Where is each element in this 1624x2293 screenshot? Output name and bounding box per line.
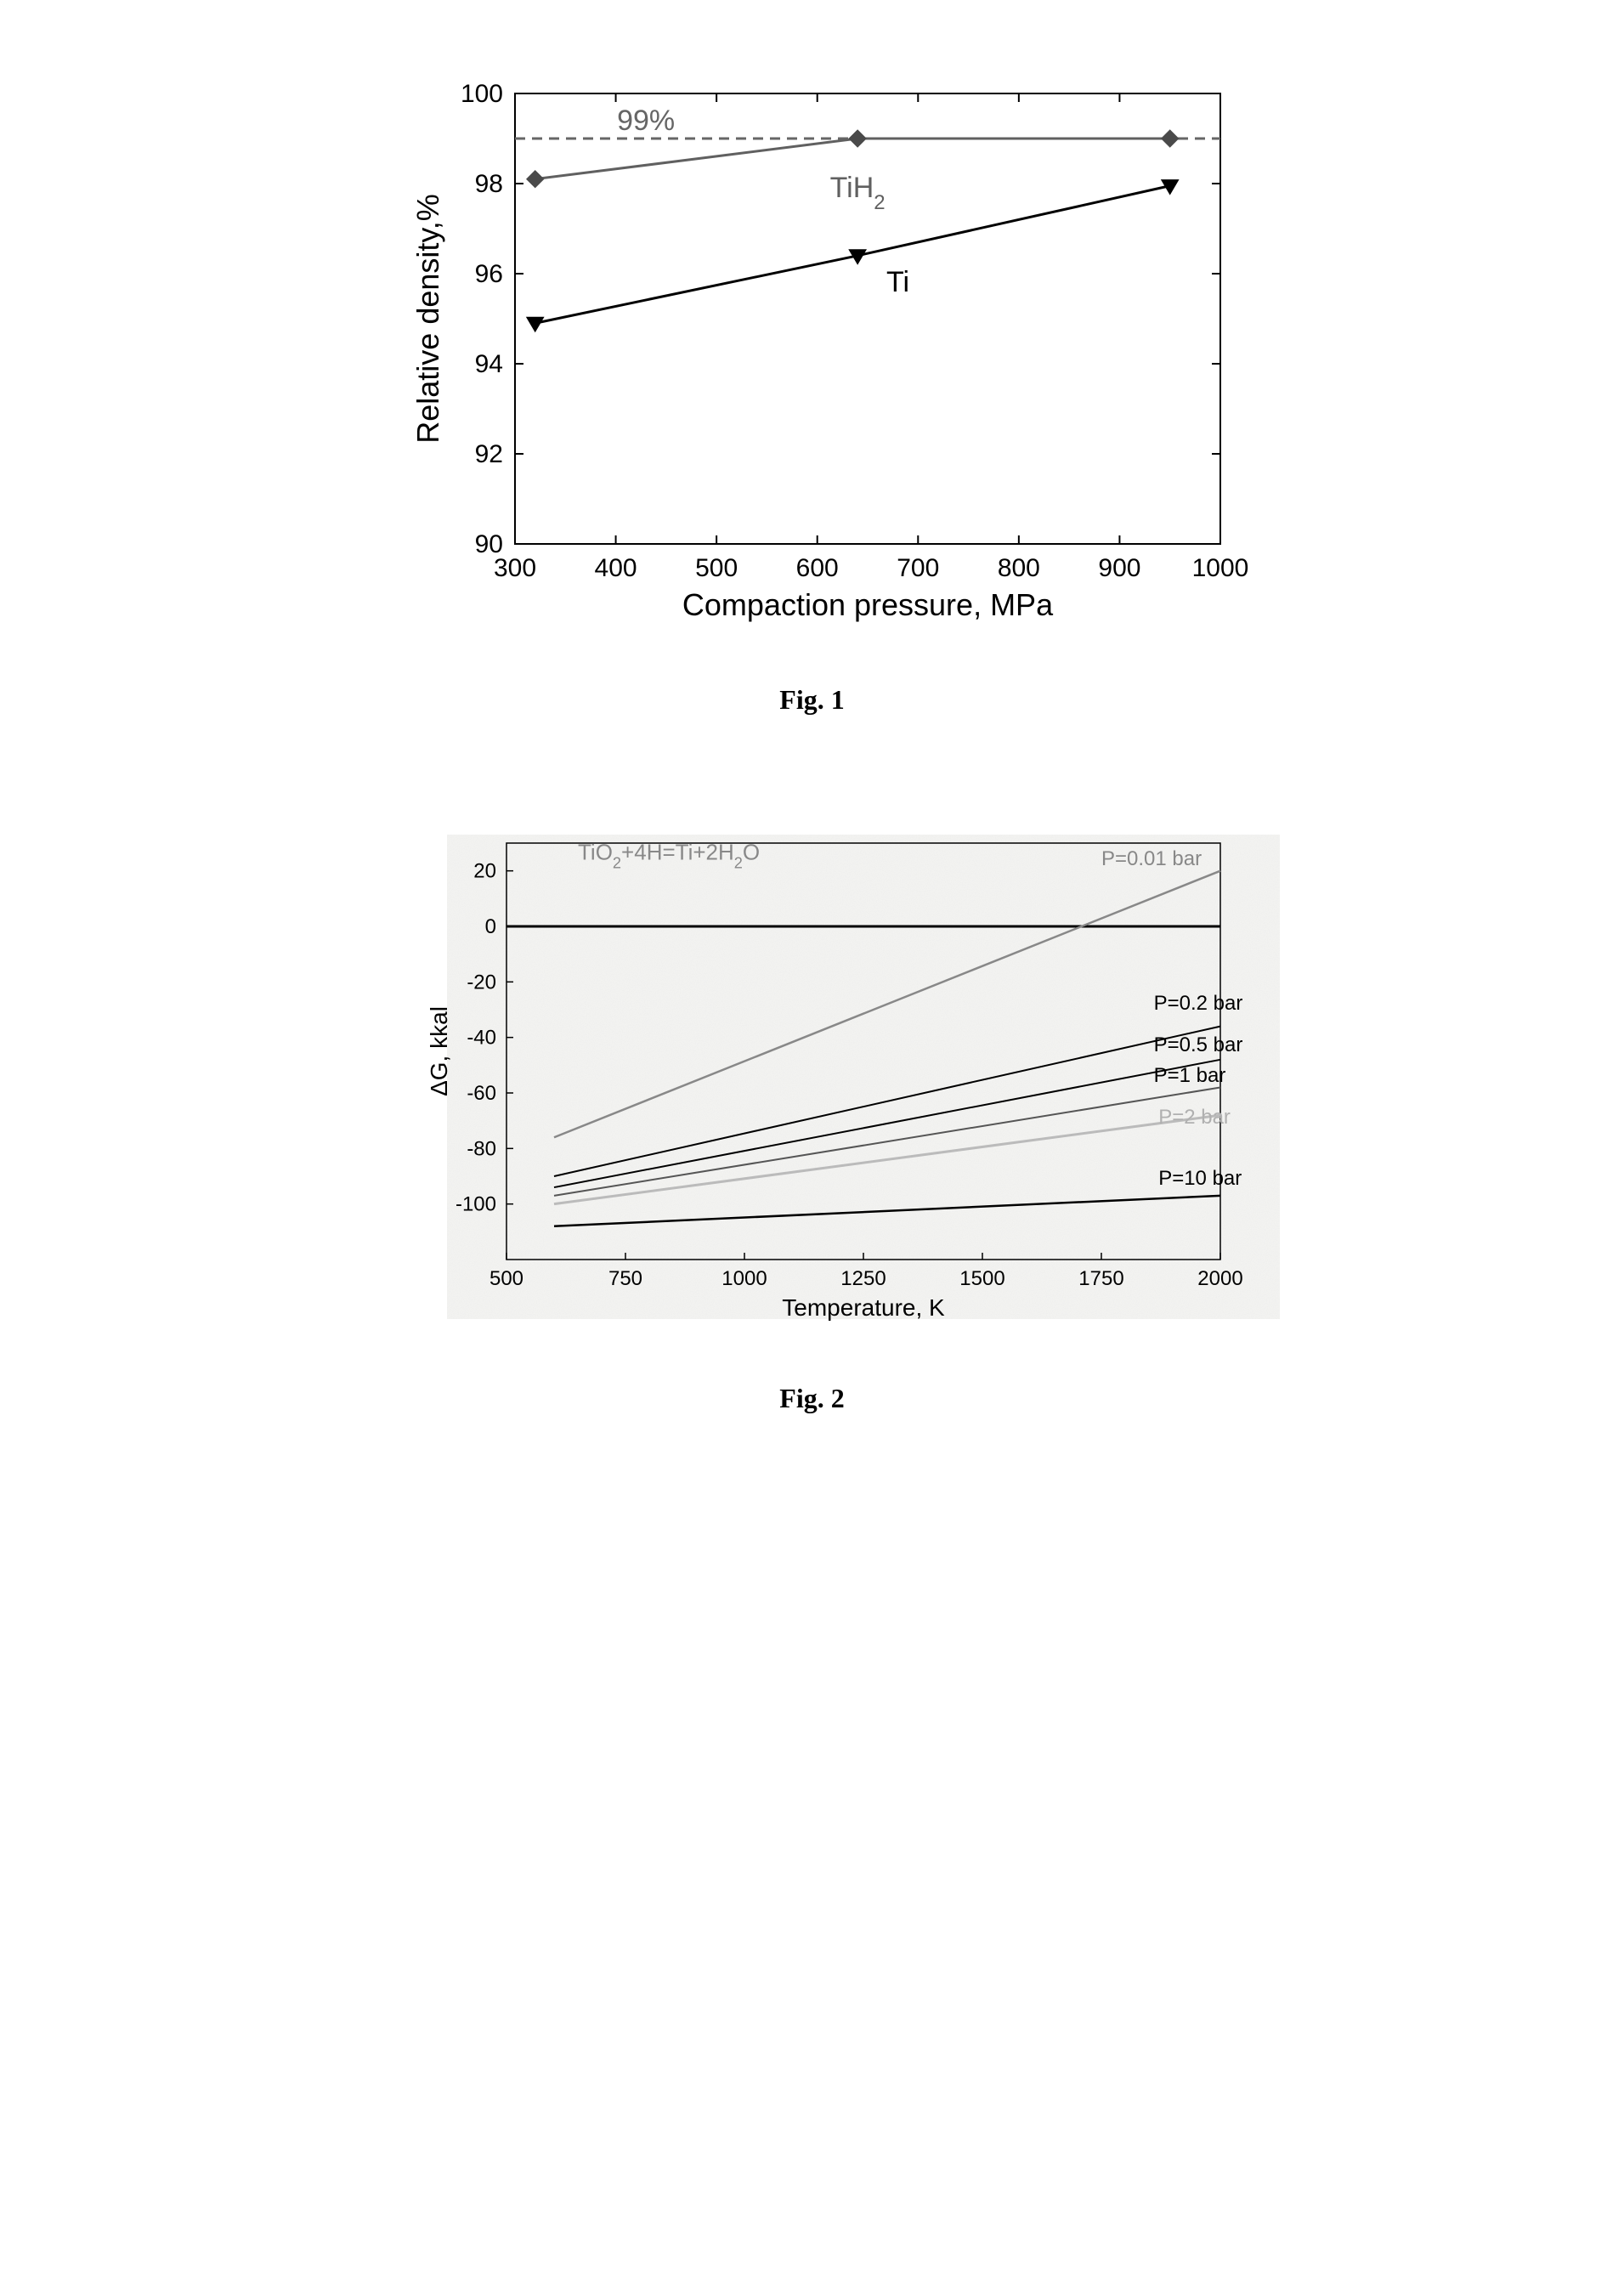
figure-2: 500 750 1000 1250 1500 1750 2000 -100 -80 -60 -40 -…: [0, 818, 1624, 1414]
svg-text:100: 100: [460, 80, 502, 108]
svg-text:1000: 1000: [721, 1267, 767, 1290]
svg-text:1500: 1500: [959, 1267, 1004, 1290]
svg-text:P=0.5 bar: P=0.5 bar: [1153, 1033, 1242, 1056]
fig2-caption: Fig. 2: [0, 1383, 1624, 1414]
svg-text:400: 400: [594, 554, 637, 582]
svg-text:1750: 1750: [1078, 1267, 1123, 1290]
svg-text:98: 98: [474, 170, 502, 198]
svg-text:Temperature, K: Temperature, K: [782, 1294, 945, 1321]
svg-text:Compaction pressure, MPa: Compaction pressure, MPa: [682, 587, 1053, 622]
svg-text:500: 500: [489, 1267, 523, 1290]
svg-text:-100: -100: [455, 1193, 495, 1216]
svg-text:96: 96: [474, 260, 502, 288]
fig2-chart: 500 750 1000 1250 1500 1750 2000 -100 -80 -60 -40 -…: [345, 818, 1280, 1345]
svg-text:800: 800: [997, 554, 1039, 582]
fig1-caption: Fig. 1: [0, 684, 1624, 716]
svg-text:94: 94: [474, 350, 502, 378]
svg-text:600: 600: [795, 554, 838, 582]
svg-text:2000: 2000: [1197, 1267, 1242, 1290]
svg-text:P=10 bar: P=10 bar: [1158, 1167, 1242, 1190]
svg-text:-40: -40: [467, 1027, 496, 1050]
svg-text:-60: -60: [467, 1082, 496, 1105]
svg-text:P=2 bar: P=2 bar: [1158, 1106, 1231, 1129]
svg-text:900: 900: [1098, 554, 1140, 582]
svg-text:500: 500: [695, 554, 738, 582]
svg-text:P=0.2 bar: P=0.2 bar: [1153, 992, 1242, 1015]
svg-text:750: 750: [608, 1267, 642, 1290]
svg-text:P=0.01 bar: P=0.01 bar: [1101, 847, 1202, 870]
svg-text:0: 0: [484, 915, 495, 938]
svg-text:Ti: Ti: [886, 266, 909, 298]
svg-text:ΔG, kkal: ΔG, kkal: [426, 1006, 452, 1096]
svg-text:20: 20: [473, 860, 496, 883]
svg-text:92: 92: [474, 440, 502, 468]
svg-text:99%: 99%: [617, 105, 675, 137]
svg-text:P=1 bar: P=1 bar: [1153, 1064, 1225, 1087]
svg-text:1250: 1250: [840, 1267, 886, 1290]
svg-text:-80: -80: [467, 1137, 496, 1160]
svg-text:-20: -20: [467, 971, 496, 994]
fig1-chart: 30040050060070080090010009092949698100Co…: [345, 68, 1280, 646]
svg-text:90: 90: [474, 530, 502, 558]
svg-text:Relative density,%: Relative density,%: [410, 194, 445, 443]
svg-text:1000: 1000: [1191, 554, 1248, 582]
svg-text:700: 700: [897, 554, 939, 582]
figure-1: 30040050060070080090010009092949698100Co…: [0, 68, 1624, 716]
